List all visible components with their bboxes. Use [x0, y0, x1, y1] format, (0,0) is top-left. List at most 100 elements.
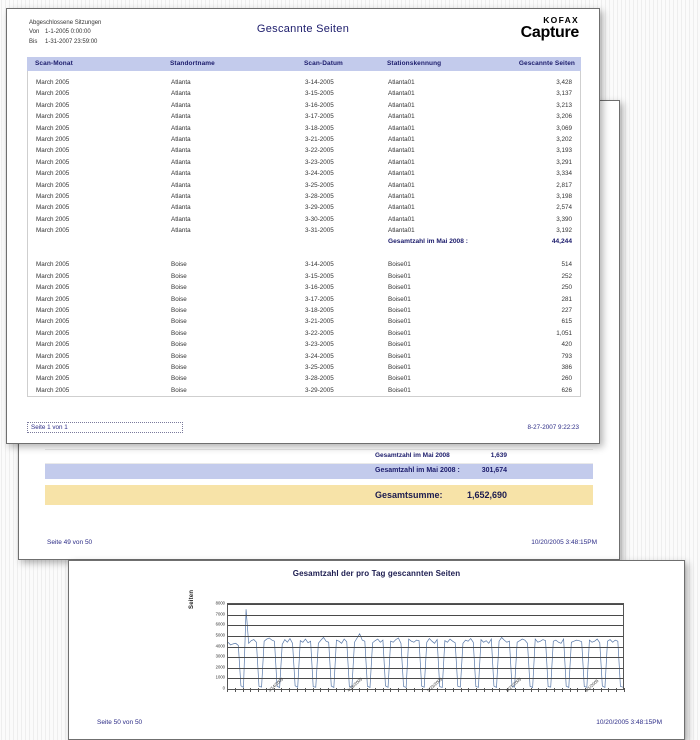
cell-scan-datum: 3-29-2005 — [305, 386, 334, 394]
cell-stationskennung: Atlanta01 — [388, 170, 415, 178]
table-row: March 2005 Boise 3-22-2005 Boise01 1,051 — [28, 328, 580, 339]
table-row: March 2005 Atlanta 3-29-2005 Atlanta01 2,574 — [28, 202, 580, 213]
x-tick-mark — [297, 688, 299, 692]
cell-stationskennung: Atlanta01 — [388, 158, 415, 166]
cell-scan-datum: 3-15-2005 — [305, 90, 334, 98]
cell-scan-datum: 3-14-2005 — [305, 261, 334, 269]
cell-standortname: Atlanta — [171, 215, 191, 223]
cell-scan-datum: 3-31-2005 — [305, 227, 334, 235]
subtotal-label: Gesamtzahl im Mai 2008 : — [375, 467, 460, 474]
main-page-number[interactable]: Seite 1 von 1 — [27, 422, 183, 433]
capture-wordmark: Capture — [520, 24, 580, 41]
x-tick-mark — [569, 688, 571, 692]
cell-gescannte-seiten: 3,390 — [556, 215, 572, 223]
x-tick-mark — [600, 688, 602, 692]
table-row: March 2005 Atlanta 3-21-2005 Atlanta01 3,202 — [28, 134, 580, 145]
cell-gescannte-seiten: 2,817 — [556, 181, 572, 189]
grid-line — [228, 667, 623, 669]
cell-standortname: Atlanta — [171, 135, 191, 143]
x-tick-mark — [367, 688, 369, 692]
cell-stationskennung: Atlanta01 — [388, 215, 415, 223]
cell-standortname: Boise — [171, 386, 187, 394]
cell-stationskennung: Atlanta01 — [388, 101, 415, 109]
cell-scan-datum: 3-17-2005 — [305, 295, 334, 303]
cell-gescannte-seiten: 3,193 — [556, 147, 572, 155]
table-row: March 2005 Atlanta 3-22-2005 Atlanta01 3,193 — [28, 145, 580, 156]
cell-gescannte-seiten: 252 — [561, 272, 572, 280]
cell-standortname: Atlanta — [171, 113, 191, 121]
x-tick-mark — [429, 688, 431, 692]
cell-standortname: Boise — [171, 261, 187, 269]
x-tick-mark — [476, 688, 478, 692]
cell-scan-monat: March 2005 — [36, 192, 70, 200]
cell-scan-datum: 3-18-2005 — [305, 307, 334, 315]
cell-standortname: Atlanta — [171, 192, 191, 200]
x-tick-mark — [468, 688, 470, 692]
group-total-label: Gesamtzahl im Mai 2008 : — [388, 238, 468, 246]
cell-standortname: Atlanta — [171, 204, 191, 212]
cell-gescannte-seiten: 250 — [561, 284, 572, 292]
cell-scan-monat: March 2005 — [36, 101, 70, 109]
x-tick-mark — [343, 688, 345, 692]
table-row: March 2005 Boise 3-16-2005 Boise01 250 — [28, 282, 580, 293]
cell-scan-datum: 3-21-2005 — [305, 135, 334, 143]
cell-standortname: Boise — [171, 363, 187, 371]
cell-scan-datum: 3-16-2005 — [305, 101, 334, 109]
cell-scan-monat: March 2005 — [36, 307, 70, 315]
cell-stationskennung: Boise01 — [388, 272, 411, 280]
cell-stationskennung: Boise01 — [388, 352, 411, 360]
x-tick-mark — [265, 688, 267, 692]
cell-gescannte-seiten: 3,291 — [556, 158, 572, 166]
grid-line — [228, 625, 623, 627]
cell-scan-datum: 3-18-2005 — [305, 124, 334, 132]
cell-stationskennung: Boise01 — [388, 284, 411, 292]
cell-standortname: Atlanta — [171, 101, 191, 109]
x-tick-mark — [359, 688, 361, 692]
cell-stationskennung: Boise01 — [388, 318, 411, 326]
cell-gescannte-seiten: 386 — [561, 363, 572, 371]
grid-line — [228, 657, 623, 659]
x-tick-mark — [250, 688, 252, 692]
table-row: March 2005 Atlanta 3-30-2005 Atlanta01 3,390 — [28, 214, 580, 225]
cell-scan-monat: March 2005 — [36, 341, 70, 349]
cell-stationskennung: Atlanta01 — [388, 113, 415, 121]
cell-scan-datum: 3-29-2005 — [305, 204, 334, 212]
totals-page-footer: Seite 49 von 50 10/20/2005 3:48:15PM — [19, 539, 619, 551]
y-tick: 2000 — [215, 664, 225, 670]
meta-to: Bis 1-31-2007 23:59:00 — [29, 38, 101, 47]
column-header-stationskennung: Stationskennung — [387, 60, 442, 67]
cell-scan-datum: 3-14-2005 — [305, 79, 334, 86]
chart-report-page[interactable]: Gesamtzahl der pro Tag gescannten Seiten… — [68, 560, 685, 740]
cell-scan-monat: March 2005 — [36, 124, 70, 132]
chart-page-footer: Seite 50 von 50 10/20/2005 3:48:15PM — [69, 719, 684, 731]
cell-standortname: Atlanta — [171, 181, 191, 189]
cell-gescannte-seiten: 1,051 — [556, 329, 572, 337]
x-tick-mark — [624, 688, 625, 692]
table-row: March 2005 Boise 3-15-2005 Boise01 252 — [28, 271, 580, 282]
cell-scan-monat: March 2005 — [36, 215, 70, 223]
x-tick-mark — [483, 688, 485, 692]
totals-subtotal-row: Gesamtzahl im Mai 2008 : 301,674 — [45, 464, 593, 479]
x-tick-mark — [320, 688, 322, 692]
cell-scan-monat: March 2005 — [36, 204, 70, 212]
cell-scan-datum: 3-22-2005 — [305, 147, 334, 155]
grid-line — [228, 635, 623, 637]
table-row: March 2005 Atlanta 3-18-2005 Atlanta01 3,069 — [28, 123, 580, 134]
x-tick-mark — [335, 688, 337, 692]
column-header-standortname: Standortname — [170, 60, 215, 67]
main-report-page[interactable]: Abgeschlossene Sitzungen Von 1-1-2005 0:0… — [6, 8, 600, 444]
cell-gescannte-seiten: 281 — [561, 295, 572, 303]
cell-scan-monat: March 2005 — [36, 261, 70, 269]
cell-scan-monat: March 2005 — [36, 329, 70, 337]
cell-scan-monat: March 2005 — [36, 295, 70, 303]
cell-stationskennung: Boise01 — [388, 295, 411, 303]
cell-stationskennung: Atlanta01 — [388, 227, 415, 235]
chart-title: Gesamtzahl der pro Tag gescannten Seiten — [292, 569, 461, 578]
x-tick-mark — [374, 688, 376, 692]
table-row: March 2005 Boise 3-25-2005 Boise01 386 — [28, 362, 580, 373]
meta-heading: Abgeschlossene Sitzungen — [29, 20, 102, 26]
cell-scan-datum: 3-28-2005 — [305, 375, 334, 383]
x-tick-mark — [390, 688, 392, 692]
main-report-footer: Seite 1 von 1 8-27-2007 9:22:23 — [27, 422, 581, 434]
cell-gescannte-seiten: 3,206 — [556, 113, 572, 121]
